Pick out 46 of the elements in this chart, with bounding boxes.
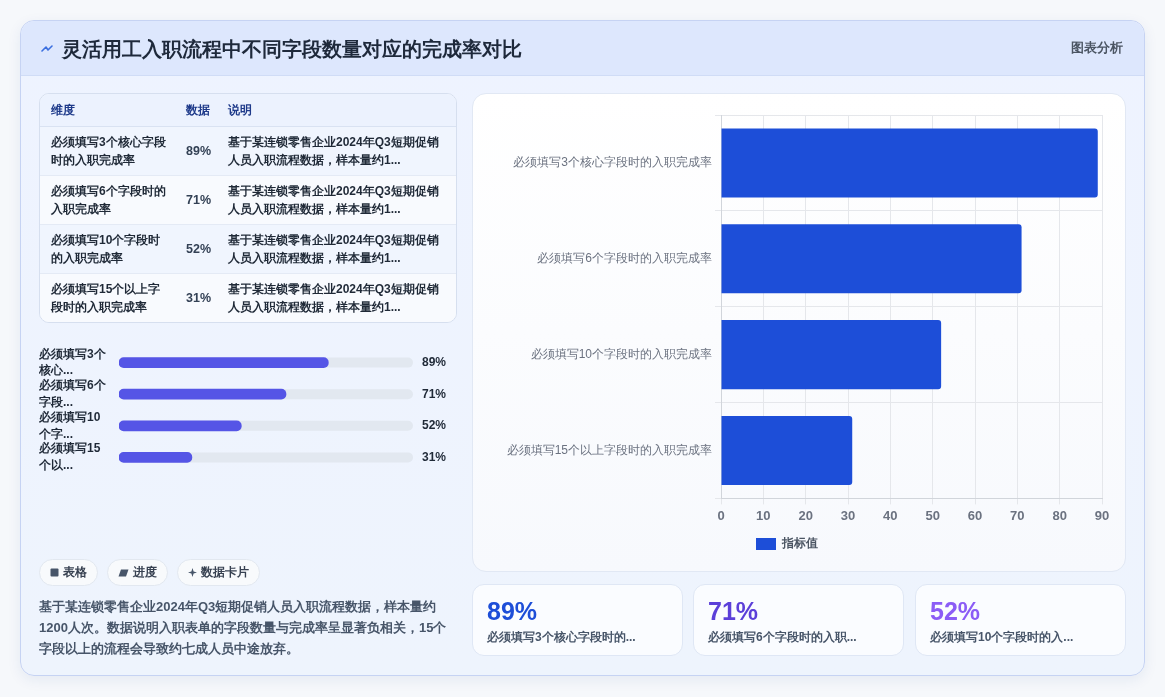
y-tick-label: 必须填写10个字段时的入职完成率 xyxy=(530,346,712,361)
legend-label: 指标值 xyxy=(781,536,818,551)
x-tick-label: 30 xyxy=(840,507,856,523)
text: 52% xyxy=(186,242,212,256)
y-tick-label: 必须填写3个核心字段时的入职完成率 xyxy=(513,155,712,170)
text: 基于某连锁零售企业2024年Q3短期促销人员入职流程数据，样本量约1... xyxy=(221,175,456,225)
text: 数据卡片 xyxy=(201,564,249,581)
data-label: 52% xyxy=(422,418,447,433)
category-label: 必须填写3个核心字段时的... xyxy=(487,629,636,645)
text: 数据 xyxy=(179,94,221,127)
x-tick-label: 50 xyxy=(925,507,940,523)
x-tick-label: 40 xyxy=(883,507,898,523)
text: 71% xyxy=(186,193,212,207)
text: 71% xyxy=(708,597,759,625)
y-tick-label: 必须填写6个字段时的入职完成率 xyxy=(537,251,712,266)
category-label: 必须填写10个字段时的入... xyxy=(930,629,1074,645)
x-tick-label: 80 xyxy=(1052,507,1067,523)
text: 89% xyxy=(487,597,538,625)
x-tick-label: 70 xyxy=(1010,507,1025,523)
data-label: 89% xyxy=(422,354,447,369)
x-tick-label: 90 xyxy=(1094,507,1110,523)
text: 维度 xyxy=(40,94,179,127)
data-label: 71% xyxy=(422,386,447,401)
text: 表格 xyxy=(63,564,87,581)
text: 进度 xyxy=(133,564,157,581)
text: 89% xyxy=(186,144,212,158)
text: 基于某连锁零售企业2024年Q3短期促销人员入职流程数据，样本量约1... xyxy=(221,126,456,176)
y-tick-label: 必须填写15个以上字段时的入职完成率 xyxy=(506,442,712,457)
data-label: 31% xyxy=(422,449,447,464)
text: 基于某连锁零售企业2024年Q3短期促销人员入职流程数据，样本量约1200人次。数据说明入职表单的字段数量与完成率呈显著负相关，15个字段以上的流程会导致约七成人员中途放弃。 xyxy=(39,598,448,658)
text: 灵活用工入职流程中不同字段数量对应的完成率对比 xyxy=(62,37,522,61)
text: 基于某连锁零售企业2024年Q3短期促销人员入职流程数据，样本量约1... xyxy=(221,224,456,274)
text: 图表分析 xyxy=(1071,40,1123,56)
x-tick-label: 20 xyxy=(798,507,813,523)
text: 说明 xyxy=(221,94,456,127)
x-tick-label: 60 xyxy=(967,507,983,523)
text: 基于某连锁零售企业2024年Q3短期促销人员入职流程数据，样本量约1... xyxy=(221,273,456,322)
text: 31% xyxy=(186,291,212,305)
text: 52% xyxy=(930,597,981,625)
y-tick-label: 必须填写6个字段... xyxy=(38,378,107,409)
y-tick-label: 必须填写10个字... xyxy=(38,409,101,441)
y-tick-label: 必须填写3个核心... xyxy=(38,346,107,378)
category-label: 必须填写6个字段时的入职... xyxy=(708,629,857,645)
x-tick-label: 0 xyxy=(717,507,725,523)
y-tick-label: 必须填写15个以... xyxy=(38,441,101,473)
x-tick-label: 10 xyxy=(756,507,771,523)
